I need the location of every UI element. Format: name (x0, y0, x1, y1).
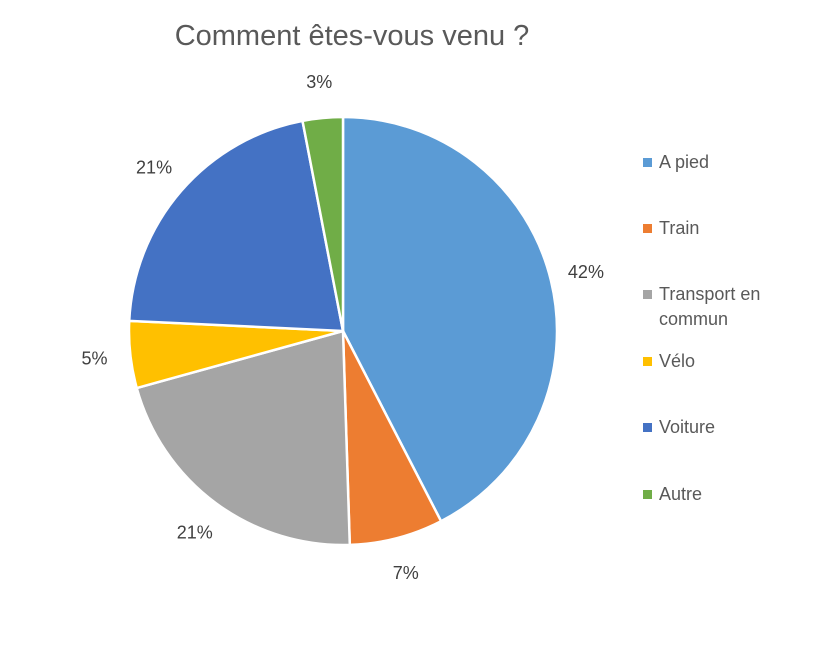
pie-slice-voiture (127, 119, 345, 333)
legend-item-a-pied: A pied (643, 150, 813, 175)
legend-swatch (643, 290, 652, 299)
legend-label: Transport en commun (659, 284, 761, 329)
chart-title: Comment êtes-vous venu ? (174, 20, 530, 52)
legend-item-autre: Autre (643, 482, 813, 507)
data-label-train: 7% (393, 563, 419, 583)
data-label-velo: 5% (82, 349, 108, 369)
pie-slice-transport-en-commun (135, 329, 352, 547)
legend-item-transport-en-commun: Transport en commun (643, 282, 813, 332)
legend-label: Vélo (659, 351, 696, 371)
legend-label: Autre (659, 484, 703, 504)
legend-swatch (643, 490, 652, 499)
legend-swatch (643, 357, 652, 366)
data-label-autre: 3% (306, 72, 332, 92)
legend-swatch (643, 224, 652, 233)
data-label-a-pied: 42% (568, 262, 604, 282)
data-label-transport-en-commun: 21% (177, 522, 213, 542)
legend-swatch (643, 423, 652, 432)
legend-item-voiture: Voiture (643, 415, 813, 440)
pie-slice-autre (301, 115, 345, 333)
legend-label: A pied (659, 152, 710, 172)
legend-item-velo: Vélo (643, 349, 813, 374)
legend-item-train: Train (643, 216, 813, 241)
data-label-voiture: 21% (136, 157, 172, 177)
legend-label: Voiture (659, 417, 716, 437)
pie-slice-a-pied (341, 115, 559, 523)
legend-label: Train (659, 218, 700, 238)
legend-swatch (643, 158, 652, 167)
